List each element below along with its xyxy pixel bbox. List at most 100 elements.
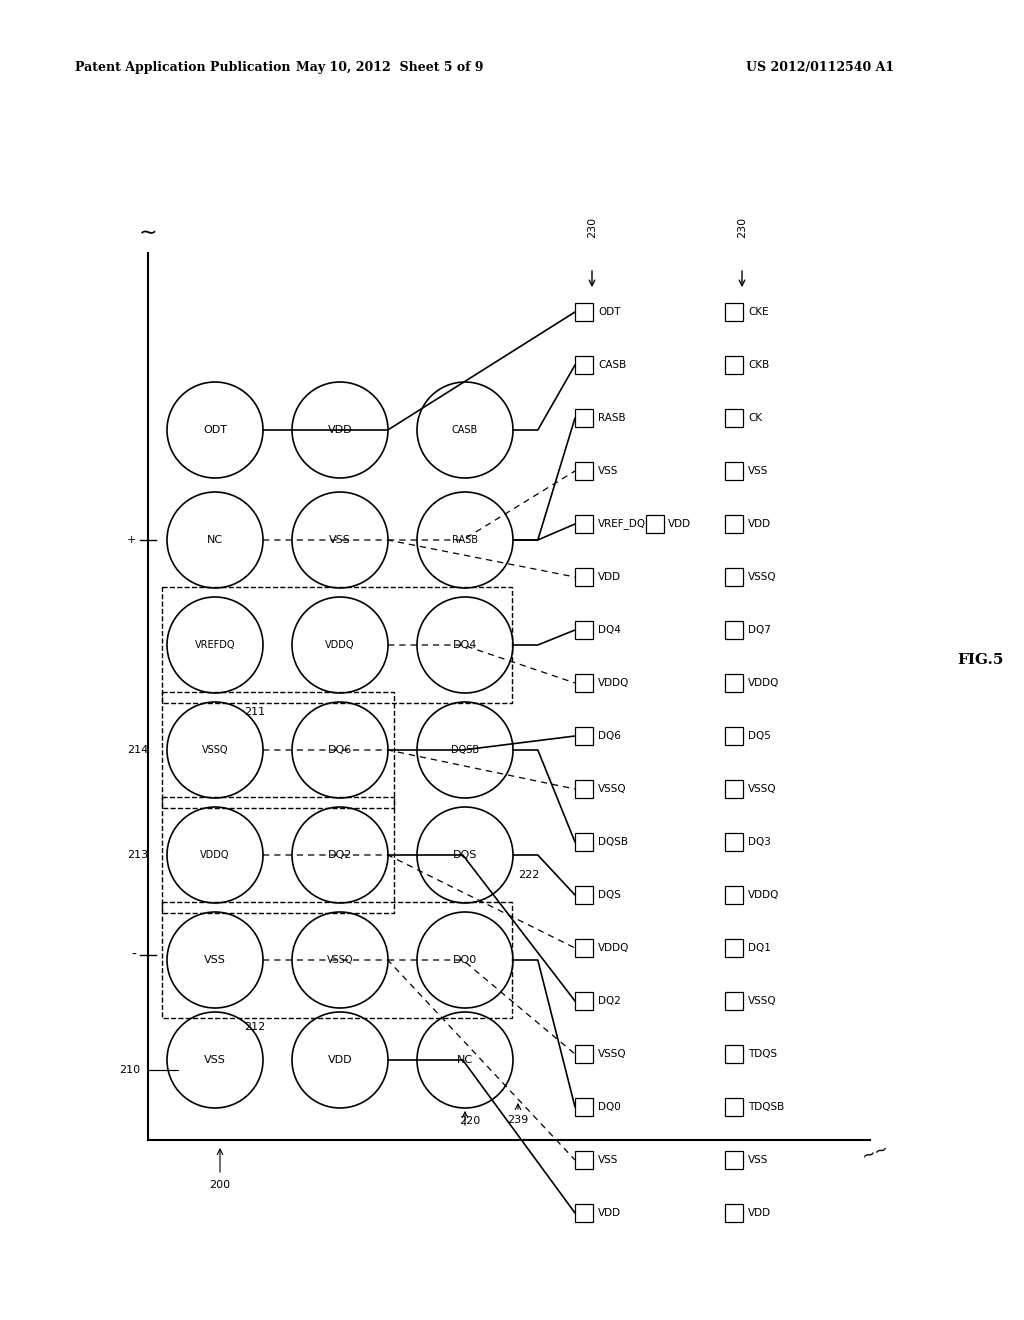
Text: 222: 222 bbox=[518, 870, 540, 880]
Text: RASB: RASB bbox=[452, 535, 478, 545]
Bar bbox=[725, 727, 743, 744]
Bar bbox=[725, 1204, 743, 1222]
Text: May 10, 2012  Sheet 5 of 9: May 10, 2012 Sheet 5 of 9 bbox=[296, 62, 483, 74]
Text: VDD: VDD bbox=[598, 572, 622, 582]
Text: 212: 212 bbox=[245, 1022, 265, 1032]
Bar bbox=[162, 797, 394, 913]
Text: DQ0: DQ0 bbox=[453, 954, 477, 965]
Text: VDDQ: VDDQ bbox=[201, 850, 229, 861]
Text: VSSQ: VSSQ bbox=[327, 954, 353, 965]
Bar bbox=[575, 1151, 593, 1170]
Text: DQ4: DQ4 bbox=[453, 640, 477, 649]
Text: CKB: CKB bbox=[748, 360, 769, 370]
Text: -: - bbox=[131, 948, 136, 962]
Text: CKE: CKE bbox=[748, 308, 769, 317]
Bar bbox=[575, 993, 593, 1010]
Text: VDD: VDD bbox=[748, 519, 771, 529]
Bar bbox=[575, 886, 593, 904]
Text: DQS: DQS bbox=[598, 890, 621, 900]
Text: NC: NC bbox=[207, 535, 223, 545]
Text: CK: CK bbox=[748, 413, 762, 422]
Text: VSS: VSS bbox=[204, 954, 226, 965]
Bar bbox=[575, 1204, 593, 1222]
Text: DQ5: DQ5 bbox=[748, 731, 771, 741]
Text: 200: 200 bbox=[210, 1180, 230, 1191]
Text: RASB: RASB bbox=[598, 413, 626, 422]
Text: CASB: CASB bbox=[452, 425, 478, 436]
Bar bbox=[575, 780, 593, 799]
Text: DQSB: DQSB bbox=[598, 837, 628, 847]
Text: DQ2: DQ2 bbox=[328, 850, 352, 861]
Bar bbox=[575, 939, 593, 957]
Bar bbox=[575, 675, 593, 692]
Bar bbox=[575, 409, 593, 426]
Text: 210: 210 bbox=[119, 1065, 140, 1074]
Text: 214: 214 bbox=[127, 744, 148, 755]
Text: NC: NC bbox=[457, 1055, 473, 1065]
Bar bbox=[162, 692, 394, 808]
Text: VDDQ: VDDQ bbox=[748, 890, 779, 900]
Text: VSS: VSS bbox=[329, 535, 351, 545]
Text: VSSQ: VSSQ bbox=[748, 997, 776, 1006]
Text: ODT: ODT bbox=[598, 308, 621, 317]
Text: 211: 211 bbox=[245, 708, 265, 717]
Text: VDDQ: VDDQ bbox=[326, 640, 354, 649]
Bar bbox=[162, 902, 512, 1018]
Bar bbox=[575, 568, 593, 586]
Bar bbox=[725, 356, 743, 374]
Text: VDD: VDD bbox=[598, 1208, 622, 1218]
Bar bbox=[575, 833, 593, 851]
Text: VDD: VDD bbox=[328, 1055, 352, 1065]
Bar bbox=[725, 620, 743, 639]
Bar bbox=[725, 304, 743, 321]
Text: VSSQ: VSSQ bbox=[202, 744, 228, 755]
Text: CASB: CASB bbox=[598, 360, 627, 370]
Text: DQ1: DQ1 bbox=[748, 942, 771, 953]
Text: VSS: VSS bbox=[598, 466, 618, 477]
Text: VSSQ: VSSQ bbox=[748, 572, 776, 582]
Bar bbox=[575, 356, 593, 374]
Bar bbox=[162, 587, 512, 704]
Bar bbox=[575, 1045, 593, 1063]
Text: VREFDQ: VREFDQ bbox=[195, 640, 236, 649]
Text: 230: 230 bbox=[737, 216, 746, 238]
Bar bbox=[725, 780, 743, 799]
Bar bbox=[725, 675, 743, 692]
Bar bbox=[575, 1098, 593, 1115]
Text: DQS: DQS bbox=[453, 850, 477, 861]
Text: VSSQ: VSSQ bbox=[598, 1049, 627, 1059]
Text: DQ6: DQ6 bbox=[328, 744, 352, 755]
Text: 213: 213 bbox=[127, 850, 148, 861]
Text: VSS: VSS bbox=[748, 466, 768, 477]
Bar bbox=[575, 620, 593, 639]
Bar bbox=[646, 515, 664, 533]
Text: VDDQ: VDDQ bbox=[598, 942, 630, 953]
Text: FIG.5: FIG.5 bbox=[956, 653, 1004, 667]
Bar bbox=[575, 462, 593, 480]
Text: US 2012/0112540 A1: US 2012/0112540 A1 bbox=[745, 62, 894, 74]
Text: VSS: VSS bbox=[748, 1155, 768, 1166]
Text: ∼∼: ∼∼ bbox=[859, 1139, 891, 1166]
Bar bbox=[725, 568, 743, 586]
Text: VDD: VDD bbox=[328, 425, 352, 436]
Text: Patent Application Publication: Patent Application Publication bbox=[75, 62, 291, 74]
Text: VDDQ: VDDQ bbox=[748, 678, 779, 688]
Bar bbox=[575, 304, 593, 321]
Text: VDD: VDD bbox=[668, 519, 691, 529]
Text: DQ0: DQ0 bbox=[598, 1102, 621, 1111]
Text: 220: 220 bbox=[460, 1115, 480, 1126]
Text: VREF_DQ: VREF_DQ bbox=[598, 519, 646, 529]
Text: +: + bbox=[127, 535, 136, 545]
Text: VSS: VSS bbox=[598, 1155, 618, 1166]
Bar bbox=[725, 515, 743, 533]
Text: ODT: ODT bbox=[203, 425, 227, 436]
Text: VSSQ: VSSQ bbox=[748, 784, 776, 795]
Text: ∼: ∼ bbox=[138, 223, 158, 243]
Text: VDD: VDD bbox=[748, 1208, 771, 1218]
Bar bbox=[725, 939, 743, 957]
Text: DQ3: DQ3 bbox=[748, 837, 771, 847]
Text: 239: 239 bbox=[507, 1115, 528, 1125]
Text: VDDQ: VDDQ bbox=[598, 678, 630, 688]
Text: DQ6: DQ6 bbox=[598, 731, 621, 741]
Bar bbox=[725, 993, 743, 1010]
